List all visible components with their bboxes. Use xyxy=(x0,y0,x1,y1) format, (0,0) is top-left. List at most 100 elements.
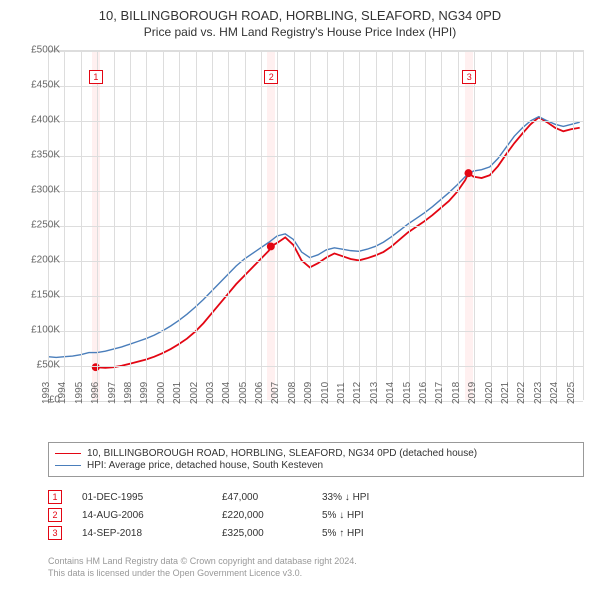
grid-v xyxy=(294,51,295,400)
x-tick-label: 2022 xyxy=(516,382,527,404)
y-tick-label: £50K xyxy=(14,360,60,371)
y-tick-label: £400K xyxy=(14,115,60,126)
x-tick-label: 2025 xyxy=(566,382,577,404)
title-sub: Price paid vs. HM Land Registry's House … xyxy=(10,25,590,39)
grid-h xyxy=(48,86,583,87)
x-tick-label: 2001 xyxy=(172,382,183,404)
x-tick-label: 2006 xyxy=(254,382,265,404)
transaction-price: £220,000 xyxy=(222,510,322,521)
legend-item: HPI: Average price, detached house, Sout… xyxy=(55,460,577,471)
x-tick-label: 2008 xyxy=(287,382,298,404)
transaction-price: £325,000 xyxy=(222,528,322,539)
grid-v xyxy=(327,51,328,400)
x-tick-label: 2018 xyxy=(451,382,462,404)
y-tick-label: £100K xyxy=(14,325,60,336)
x-tick-label: 2004 xyxy=(221,382,232,404)
grid-v xyxy=(212,51,213,400)
attribution-line1: Contains HM Land Registry data © Crown c… xyxy=(48,556,357,568)
x-tick-label: 2014 xyxy=(385,382,396,404)
x-tick-label: 2019 xyxy=(467,382,478,404)
x-tick-label: 2024 xyxy=(549,382,560,404)
grid-v xyxy=(376,51,377,400)
x-tick-label: 2002 xyxy=(189,382,200,404)
title-main: 10, BILLINGBOROUGH ROAD, HORBLING, SLEAF… xyxy=(10,8,590,23)
title-block: 10, BILLINGBOROUGH ROAD, HORBLING, SLEAF… xyxy=(0,0,600,45)
transaction-row: 101-DEC-1995£47,00033% ↓ HPI xyxy=(48,490,584,504)
grid-v xyxy=(409,51,410,400)
legend-swatch xyxy=(55,453,81,454)
grid-v xyxy=(196,51,197,400)
x-tick-label: 2007 xyxy=(270,382,281,404)
legend-swatch xyxy=(55,465,81,466)
legend-box: 10, BILLINGBOROUGH ROAD, HORBLING, SLEAF… xyxy=(48,442,584,477)
transaction-marker: 3 xyxy=(48,526,62,540)
grid-v xyxy=(523,51,524,400)
x-tick-label: 2012 xyxy=(352,382,363,404)
transaction-date: 01-DEC-1995 xyxy=(82,492,222,503)
grid-v xyxy=(228,51,229,400)
x-tick-label: 2023 xyxy=(533,382,544,404)
x-tick-label: 2016 xyxy=(418,382,429,404)
transactions-table: 101-DEC-1995£47,00033% ↓ HPI 2 14-AUG-2006… xyxy=(48,486,584,544)
x-tick-label: 1997 xyxy=(107,382,118,404)
attribution: Contains HM Land Registry data © Crown c… xyxy=(48,556,357,579)
grid-v xyxy=(179,51,180,400)
grid-h xyxy=(48,226,583,227)
legend-item: 10, BILLINGBOROUGH ROAD, HORBLING, SLEAF… xyxy=(55,448,577,459)
chart-container: 10, BILLINGBOROUGH ROAD, HORBLING, SLEAF… xyxy=(0,0,600,590)
grid-h xyxy=(48,121,583,122)
transaction-diff: 33% ↓ HPI xyxy=(322,492,442,503)
series-hpi xyxy=(48,117,580,358)
transaction-row: 314-SEP-2018£325,0005% ↑ HPI xyxy=(48,526,584,540)
grid-v xyxy=(343,51,344,400)
x-tick-label: 2010 xyxy=(320,382,331,404)
grid-h xyxy=(48,296,583,297)
marker-label: 2 xyxy=(264,70,278,84)
y-tick-label: £200K xyxy=(14,255,60,266)
grid-v xyxy=(556,51,557,400)
x-tick-label: 2009 xyxy=(303,382,314,404)
x-tick-label: 2011 xyxy=(336,382,347,404)
grid-v xyxy=(163,51,164,400)
grid-v xyxy=(474,51,475,400)
transaction-date: 14-AUG-2006 xyxy=(82,510,222,521)
y-tick-label: £0 xyxy=(14,395,60,406)
marker-dot xyxy=(92,363,100,371)
y-tick-label: £500K xyxy=(14,45,60,56)
grid-v xyxy=(277,51,278,400)
legend-label: HPI: Average price, detached house, Sout… xyxy=(87,460,323,471)
x-tick-label: 2021 xyxy=(500,382,511,404)
x-tick-label: 2017 xyxy=(434,382,445,404)
grid-v xyxy=(81,51,82,400)
chart-area xyxy=(48,50,584,400)
x-tick-label: 2003 xyxy=(205,382,216,404)
transaction-marker: 2 xyxy=(48,508,62,522)
x-tick-label: 1998 xyxy=(123,382,134,404)
x-tick-label: 2020 xyxy=(484,382,495,404)
grid-v xyxy=(573,51,574,400)
y-tick-label: £450K xyxy=(14,80,60,91)
grid-h xyxy=(48,261,583,262)
x-tick-label: 2013 xyxy=(369,382,380,404)
legend-label: 10, BILLINGBOROUGH ROAD, HORBLING, SLEAF… xyxy=(87,448,477,459)
marker-dot xyxy=(267,242,275,250)
marker-dot xyxy=(464,169,472,177)
grid-v xyxy=(114,51,115,400)
grid-v xyxy=(441,51,442,400)
transaction-row: 214-AUG-2006£220,0005% ↓ HPI xyxy=(48,508,584,522)
grid-v xyxy=(146,51,147,400)
grid-h xyxy=(48,51,583,52)
x-tick-label: 1993 xyxy=(41,382,52,404)
grid-v xyxy=(491,51,492,400)
grid-v xyxy=(97,51,98,400)
attribution-line2: This data is licensed under the Open Gov… xyxy=(48,568,357,580)
grid-h xyxy=(48,191,583,192)
grid-h xyxy=(48,156,583,157)
x-tick-label: 1994 xyxy=(57,382,68,404)
x-tick-label: 2005 xyxy=(238,382,249,404)
grid-v xyxy=(64,51,65,400)
grid-v xyxy=(458,51,459,400)
marker-label: 3 xyxy=(462,70,476,84)
grid-v xyxy=(310,51,311,400)
grid-v xyxy=(130,51,131,400)
